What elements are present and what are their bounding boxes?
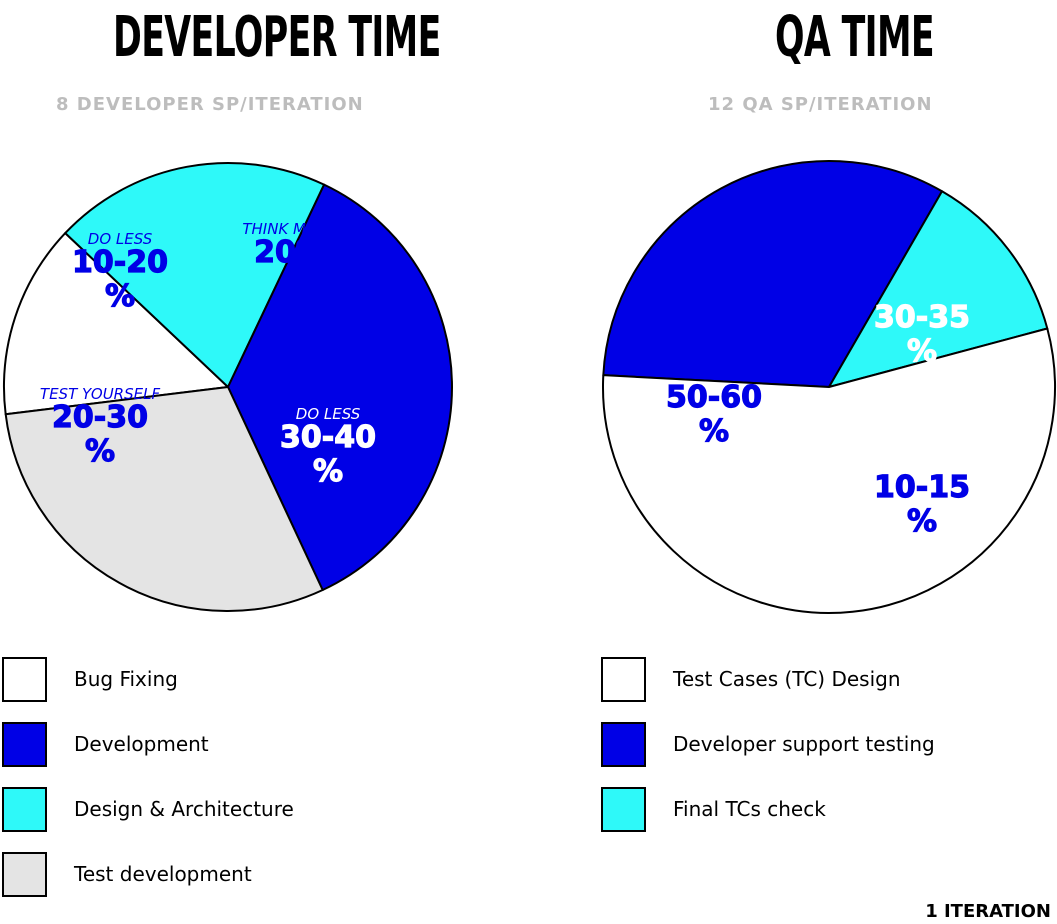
slice-unit-developer-support-testing: %	[907, 334, 937, 369]
legend-label-developer-support-testing: Developer support testing	[673, 732, 935, 756]
slice-note-development: DO LESS	[296, 405, 361, 423]
slice-value-developer-support-testing: 30-35	[874, 300, 970, 335]
slice-note-bug-fixing: DO LESS	[88, 230, 153, 248]
qa-time-title: QA TIME	[775, 5, 935, 70]
pie-slice-development	[227, 183, 453, 592]
slice-value-design-architecture: 20%	[254, 235, 326, 270]
legend-item-bug-fixing: Bug Fixing	[2, 655, 294, 703]
pie-slice-test-cases-tc-design	[602, 327, 1056, 614]
legend-swatch-bug-fixing	[2, 656, 47, 702]
pie-slice-final-tcs-check	[828, 190, 1049, 388]
legend-item-developer-support-testing: Developer support testing	[601, 720, 935, 768]
slice-note-design-architecture: THINK MORE	[242, 220, 338, 238]
iteration-footer: 1 ITERATION	[925, 901, 1051, 922]
legend-item-final-tcs-check: Final TCs check	[601, 785, 935, 833]
legend-swatch-developer-support-testing	[601, 721, 646, 767]
slice-note-test-development: TEST YOURSELF	[40, 385, 161, 403]
slice-unit-bug-fixing: %	[105, 279, 135, 314]
slice-value-development: 30-40	[280, 420, 376, 455]
developer-time-legend: Bug Fixing Development Design & Architec…	[2, 655, 294, 915]
qa-time-subtitle: 12 QA SP/ITERATION	[708, 94, 933, 115]
legend-swatch-final-tcs-check	[601, 786, 646, 832]
legend-swatch-development	[2, 721, 47, 767]
legend-item-design-architecture: Design & Architecture	[2, 785, 294, 833]
slice-unit-final-tcs-check: %	[907, 504, 937, 539]
legend-item-development: Development	[2, 720, 294, 768]
pie-slice-developer-support-testing	[602, 160, 943, 388]
pie-slice-test-development	[4, 386, 324, 612]
legend-label-bug-fixing: Bug Fixing	[74, 667, 178, 691]
slice-value-test-cases-tc-design: 50-60	[666, 380, 762, 415]
legend-item-test-cases-design: Test Cases (TC) Design	[601, 655, 935, 703]
pie-slice-bug-fixing	[3, 232, 229, 416]
slice-value-bug-fixing: 10-20	[72, 245, 168, 280]
slice-value-final-tcs-check: 10-15	[874, 470, 970, 505]
legend-label-test-development: Test development	[74, 862, 252, 886]
slice-unit-development: %	[313, 454, 343, 489]
slice-unit-test-development: %	[85, 434, 115, 469]
legend-label-design-architecture: Design & Architecture	[74, 797, 294, 821]
pie-slice-design-architecture	[64, 162, 326, 388]
legend-item-test-development: Test development	[2, 850, 294, 898]
slice-unit-test-cases-tc-design: %	[699, 414, 729, 449]
legend-swatch-test-cases-design	[601, 656, 646, 702]
legend-swatch-design-architecture	[2, 786, 47, 832]
developer-time-subtitle: 8 DEVELOPER SP/ITERATION	[56, 94, 364, 115]
slice-value-test-development: 20-30	[52, 400, 148, 435]
qa-time-pie: 30-35%10-15%50-60%	[602, 160, 1056, 614]
developer-time-title: DEVELOPER TIME	[113, 5, 441, 70]
qa-time-legend: Test Cases (TC) Design Developer support…	[601, 655, 935, 850]
legend-swatch-test-development	[2, 851, 47, 897]
legend-label-final-tcs-check: Final TCs check	[673, 797, 826, 821]
legend-label-development: Development	[74, 732, 209, 756]
legend-label-test-cases-design: Test Cases (TC) Design	[673, 667, 901, 691]
